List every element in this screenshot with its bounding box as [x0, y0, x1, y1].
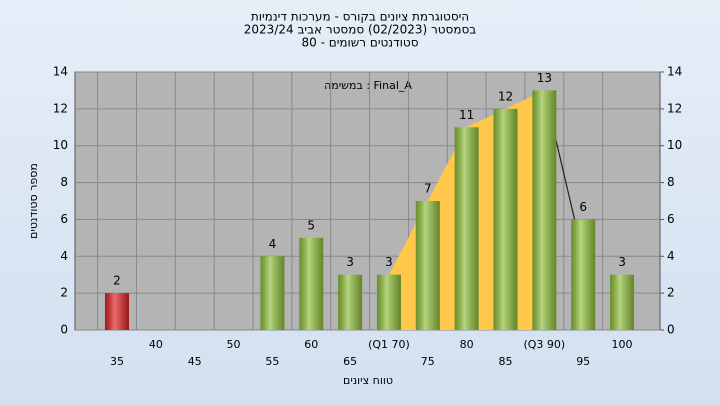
y-tick-label: 12: [53, 101, 68, 115]
y2-tick-label: 12: [667, 101, 682, 115]
value-label: 3: [618, 255, 626, 269]
x-tick-label: 65: [343, 355, 357, 368]
x-tick-label: 50: [227, 338, 241, 351]
x-axis-label: טווח ציונים: [343, 374, 393, 387]
y-tick-label: 8: [60, 175, 68, 189]
y2-tick-label: 0: [667, 323, 675, 337]
y-axis-label: מספר סטודנטים: [27, 163, 40, 239]
value-label: 3: [385, 255, 393, 269]
y-tick-label: 0: [60, 323, 68, 337]
value-label: 6: [579, 200, 587, 214]
bar-shade: [532, 90, 557, 330]
chart-subtitle: בסמסטר (02/2023) סמסטר אביב 2023/24: [244, 23, 476, 37]
y2-tick-label: 2: [667, 286, 675, 300]
chart-subtitle: סטודנטים רשומים - 80: [301, 36, 418, 50]
y2-tick-label: 14: [667, 65, 682, 79]
y-tick-label: 4: [60, 249, 68, 263]
annotation: במשימה : Final_A: [324, 79, 412, 92]
value-label: 11: [459, 108, 474, 122]
y2-tick-label: 10: [667, 138, 682, 152]
bar-shade: [571, 219, 596, 330]
x-tick-label: (Q3 90): [523, 338, 565, 351]
x-tick-label: (Q1 70): [368, 338, 410, 351]
y2-tick-label: 8: [667, 175, 675, 189]
y2-tick-label: 4: [667, 249, 675, 263]
x-tick-label: 60: [304, 338, 318, 351]
bar-shade: [376, 274, 401, 330]
x-tick-label: 85: [499, 355, 513, 368]
x-tick-label: 55: [265, 355, 279, 368]
bar-shade: [493, 108, 518, 330]
value-label: 3: [346, 255, 354, 269]
bar-shade: [610, 274, 635, 330]
y-tick-label: 6: [60, 212, 68, 226]
x-tick-label: 75: [421, 355, 435, 368]
y-tick-label: 14: [53, 65, 68, 79]
y2-tick-label: 6: [667, 212, 675, 226]
x-tick-label: 40: [149, 338, 163, 351]
bar-shade: [415, 201, 440, 330]
bar-shade: [338, 274, 363, 330]
y-tick-label: 10: [53, 138, 68, 152]
chart-title: היסטוגרמת ציונים בקורס - מערכות דינמיות: [251, 10, 469, 24]
bar-shade: [299, 237, 324, 330]
bar-shade: [260, 256, 285, 330]
x-tick-label: 100: [612, 338, 633, 351]
x-tick-label: 35: [110, 355, 124, 368]
value-label: 5: [307, 218, 315, 232]
y-tick-label: 2: [60, 286, 68, 300]
x-tick-label: 80: [460, 338, 474, 351]
value-label: 7: [424, 182, 432, 196]
x-tick-label: 95: [576, 355, 590, 368]
value-label: 4: [269, 237, 277, 251]
value-label: 12: [498, 89, 513, 103]
value-label: 2: [113, 274, 121, 288]
bar-shade: [454, 127, 479, 331]
bar-shade: [105, 293, 129, 330]
x-tick-label: 45: [188, 355, 202, 368]
value-label: 13: [537, 71, 552, 85]
plot-area: [74, 71, 661, 331]
